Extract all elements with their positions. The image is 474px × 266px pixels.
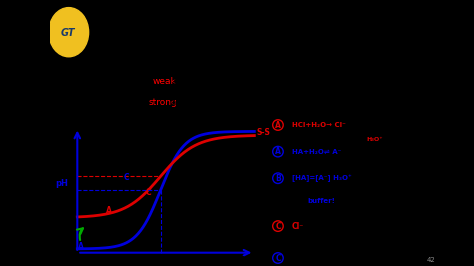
Text: 16.7—Weak Acid—Strong Base: 16.7—Weak Acid—Strong Base: [159, 15, 373, 28]
Text: The titration curve for a: The titration curve for a: [65, 77, 177, 86]
Text: pH: pH: [55, 180, 68, 188]
Text: Titrations: Titrations: [232, 44, 300, 57]
Text: S-S: S-S: [256, 128, 270, 137]
Text: HCl+H₂O→ Cl⁻: HCl+H₂O→ Cl⁻: [292, 122, 346, 128]
Text: C: C: [124, 173, 130, 182]
Text: buffer!: buffer!: [308, 198, 335, 204]
Text: C: C: [146, 188, 151, 197]
Text: GT: GT: [61, 28, 75, 38]
Text: different than that of a: different than that of a: [65, 98, 172, 107]
Text: C: C: [275, 253, 281, 263]
Text: Cl⁻: Cl⁻: [292, 222, 304, 231]
Text: acid/strong base titration is: acid/strong base titration is: [169, 77, 296, 86]
Text: [HA]=[A⁻] H₃O⁺: [HA]=[A⁻] H₃O⁺: [292, 174, 352, 182]
Text: important ways: important ways: [65, 120, 136, 129]
Text: 42: 42: [427, 257, 435, 263]
Text: Figure 16.8: Figure 16.8: [225, 254, 268, 263]
Text: •: •: [54, 77, 60, 87]
Text: A: A: [275, 147, 281, 156]
Text: A: A: [78, 242, 84, 251]
Text: HA+H₂O⇌ A⁻: HA+H₂O⇌ A⁻: [292, 149, 341, 155]
Text: weak: weak: [153, 77, 177, 86]
Text: acid/strong base titration in two: acid/strong base titration in two: [168, 98, 316, 107]
Text: B: B: [275, 174, 281, 183]
Text: strong: strong: [148, 98, 177, 107]
Text: C: C: [275, 222, 281, 231]
Text: $\mathit{V}_{titrant}$: $\mathit{V}_{titrant}$: [140, 265, 164, 266]
Circle shape: [49, 8, 89, 57]
Text: A: A: [106, 206, 112, 215]
Text: A: A: [275, 120, 281, 130]
Text: H₃O⁺: H₃O⁺: [366, 137, 383, 142]
